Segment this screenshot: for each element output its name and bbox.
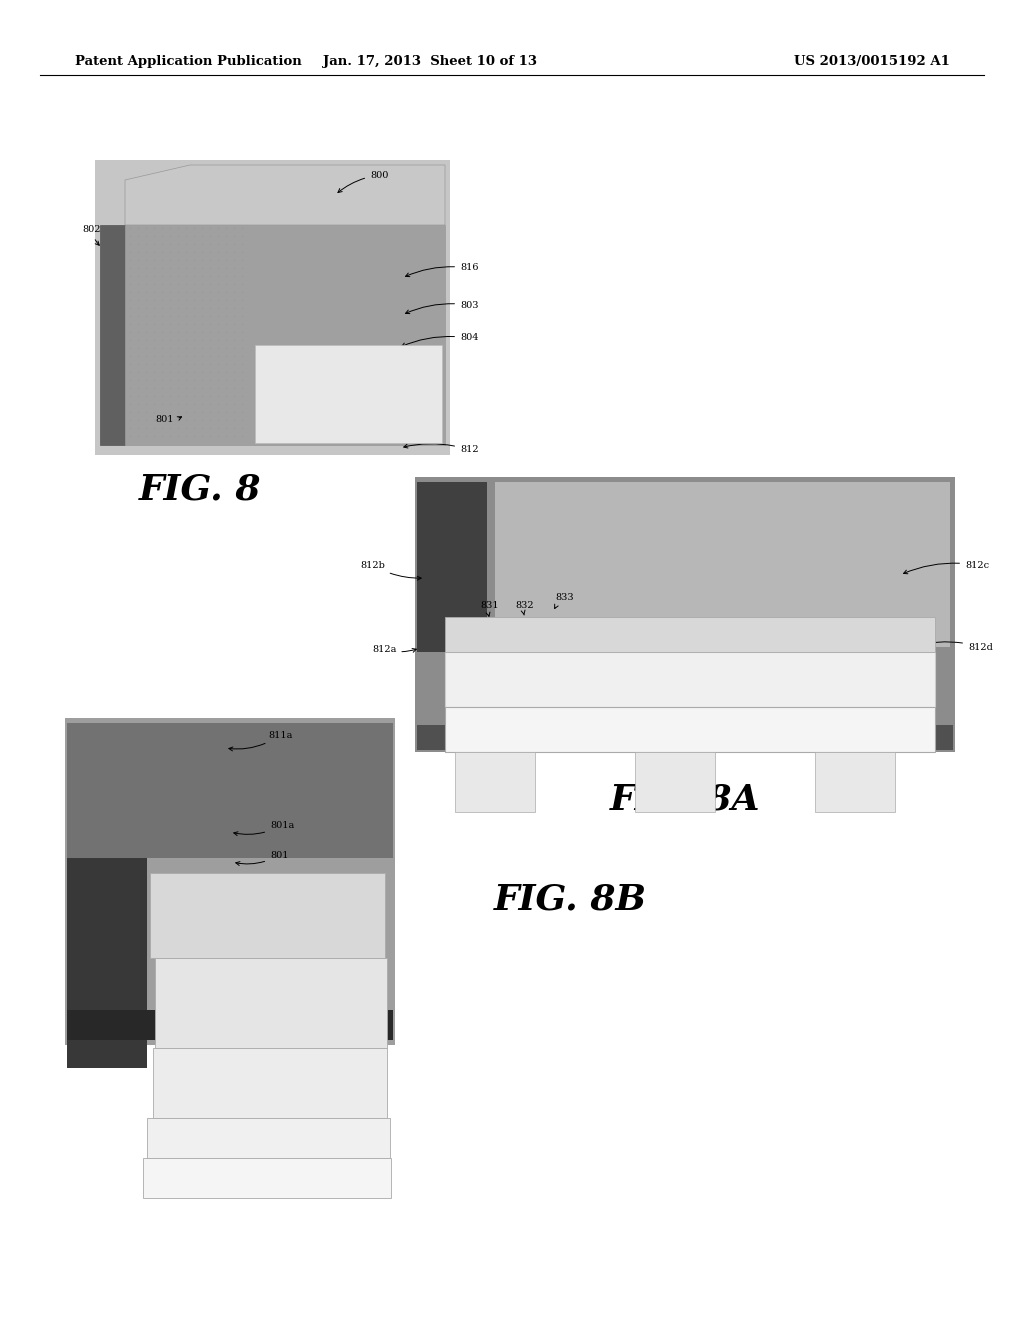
Text: 812: 812 [403, 444, 478, 454]
Text: US 2013/0015192 A1: US 2013/0015192 A1 [795, 55, 950, 69]
Polygon shape [143, 1158, 391, 1199]
Text: FIG. 8: FIG. 8 [138, 473, 261, 507]
FancyBboxPatch shape [635, 752, 715, 812]
Polygon shape [100, 224, 125, 445]
Text: 801: 801 [155, 416, 181, 425]
Text: 816: 816 [406, 264, 478, 277]
Text: 802: 802 [82, 226, 100, 246]
Text: 812b: 812b [360, 561, 421, 581]
Text: 834: 834 [490, 623, 509, 638]
Text: 812: 812 [523, 700, 563, 725]
Text: 831: 831 [228, 903, 289, 917]
Text: 812a: 812a [372, 645, 417, 655]
Text: 812c: 812c [903, 561, 989, 574]
FancyBboxPatch shape [67, 858, 147, 1068]
Text: FIG. 8A: FIG. 8A [609, 783, 760, 817]
Text: 804: 804 [401, 334, 478, 347]
FancyBboxPatch shape [445, 708, 935, 752]
Polygon shape [125, 165, 445, 224]
Polygon shape [125, 224, 445, 445]
Polygon shape [445, 652, 935, 708]
FancyBboxPatch shape [67, 1010, 393, 1040]
Polygon shape [147, 1118, 390, 1158]
Text: 801a: 801a [233, 821, 294, 836]
Polygon shape [445, 616, 935, 652]
FancyBboxPatch shape [455, 752, 535, 812]
Polygon shape [150, 873, 385, 958]
FancyBboxPatch shape [815, 752, 895, 812]
Text: 801: 801 [236, 850, 289, 866]
Text: 803: 803 [406, 301, 478, 314]
Text: 811a: 811a [228, 730, 293, 751]
Text: Patent Application Publication: Patent Application Publication [75, 55, 302, 69]
Polygon shape [155, 958, 387, 1048]
Text: FIG. 8B: FIG. 8B [494, 883, 646, 917]
Text: 832: 832 [515, 601, 534, 615]
Text: 812d: 812d [915, 642, 993, 652]
FancyBboxPatch shape [417, 482, 487, 652]
Text: Jan. 17, 2013  Sheet 10 of 13: Jan. 17, 2013 Sheet 10 of 13 [323, 55, 537, 69]
Polygon shape [153, 1048, 387, 1118]
Text: 841: 841 [233, 878, 289, 892]
Text: 833: 833 [555, 594, 573, 609]
Text: 800: 800 [338, 170, 388, 193]
Text: 831: 831 [480, 601, 499, 616]
Polygon shape [255, 345, 442, 444]
FancyBboxPatch shape [417, 725, 953, 750]
